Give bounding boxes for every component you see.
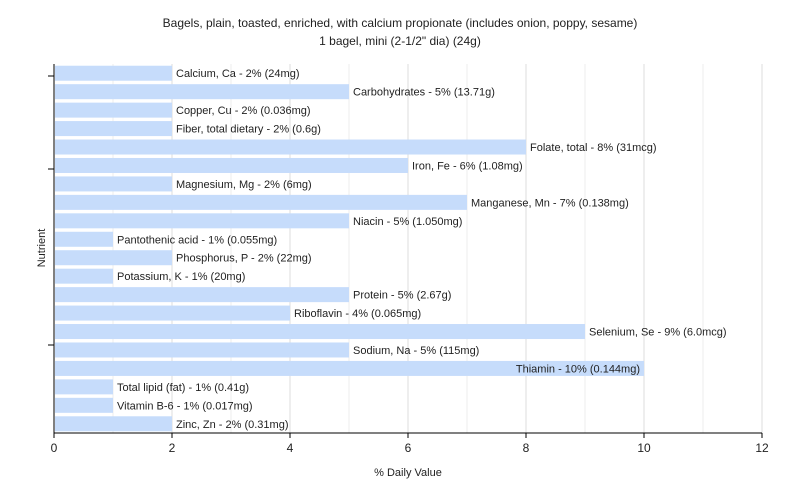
bar — [55, 379, 113, 395]
x-axis-label: % Daily Value — [374, 467, 442, 479]
bar-label: Niacin - 5% (1.050mg) — [353, 216, 462, 228]
chart-title: Bagels, plain, toasted, enriched, with c… — [163, 16, 638, 30]
bar — [55, 102, 172, 118]
bar-label: Folate, total - 8% (31mcg) — [530, 142, 657, 154]
bar-label: Manganese, Mn - 7% (0.138mg) — [471, 197, 629, 209]
bar-label: Magnesium, Mg - 2% (6mg) — [176, 179, 312, 191]
bar-label: Zinc, Zn - 2% (0.31mg) — [176, 419, 288, 431]
x-tick-label: 10 — [637, 441, 651, 455]
bar — [55, 305, 290, 321]
bar — [55, 324, 585, 340]
chart-subtitle: 1 bagel, mini (2-1/2" dia) (24g) — [319, 34, 481, 48]
bar — [55, 360, 644, 376]
bar-label: Carbohydrates - 5% (13.71g) — [353, 87, 495, 99]
bar — [55, 176, 172, 192]
x-tick-label: 4 — [287, 441, 294, 455]
bar-label: Riboflavin - 4% (0.065mg) — [294, 308, 421, 320]
x-tick-label: 6 — [405, 441, 412, 455]
bar — [55, 65, 172, 81]
bar — [55, 416, 172, 432]
plot-area: Calcium, Ca - 2% (24mg) Carbohydrates - 5… — [48, 64, 769, 455]
bar-label: Protein - 5% (2.67g) — [353, 290, 451, 302]
bar-label: Fiber, total dietary - 2% (0.6g) — [176, 124, 321, 136]
bar-label: Thiamin - 10% (0.144mg) — [516, 363, 640, 375]
bar-label: Total lipid (fat) - 1% (0.41g) — [117, 382, 249, 394]
bar-label: Copper, Cu - 2% (0.036mg) — [176, 105, 311, 117]
bar — [55, 157, 408, 173]
bar — [55, 287, 349, 303]
bar — [55, 139, 526, 155]
x-tick-label: 8 — [523, 441, 530, 455]
bar — [55, 342, 349, 358]
bar — [55, 213, 349, 229]
bar — [55, 397, 113, 413]
bar — [55, 231, 113, 247]
bar — [55, 268, 113, 284]
bar — [55, 84, 349, 100]
x-tick-label: 0 — [51, 441, 58, 455]
bar-label: Pantothenic acid - 1% (0.055mg) — [117, 234, 277, 246]
bar-label: Sodium, Na - 5% (115mg) — [353, 345, 479, 357]
x-tick-label: 12 — [755, 441, 769, 455]
bar-label: Calcium, Ca - 2% (24mg) — [176, 68, 299, 80]
bar-label: Potassium, K - 1% (20mg) — [117, 271, 245, 283]
bar-label: Phosphorus, P - 2% (22mg) — [176, 253, 312, 265]
y-axis-label: Nutrient — [36, 229, 48, 268]
bar-label: Selenium, Se - 9% (6.0mcg) — [589, 327, 727, 339]
bar — [55, 250, 172, 266]
bar — [55, 194, 467, 210]
bar-label: Vitamin B-6 - 1% (0.017mg) — [117, 400, 253, 412]
x-tick-label: 2 — [169, 441, 176, 455]
bar-label: Iron, Fe - 6% (1.08mg) — [412, 160, 523, 172]
bar — [55, 121, 172, 137]
